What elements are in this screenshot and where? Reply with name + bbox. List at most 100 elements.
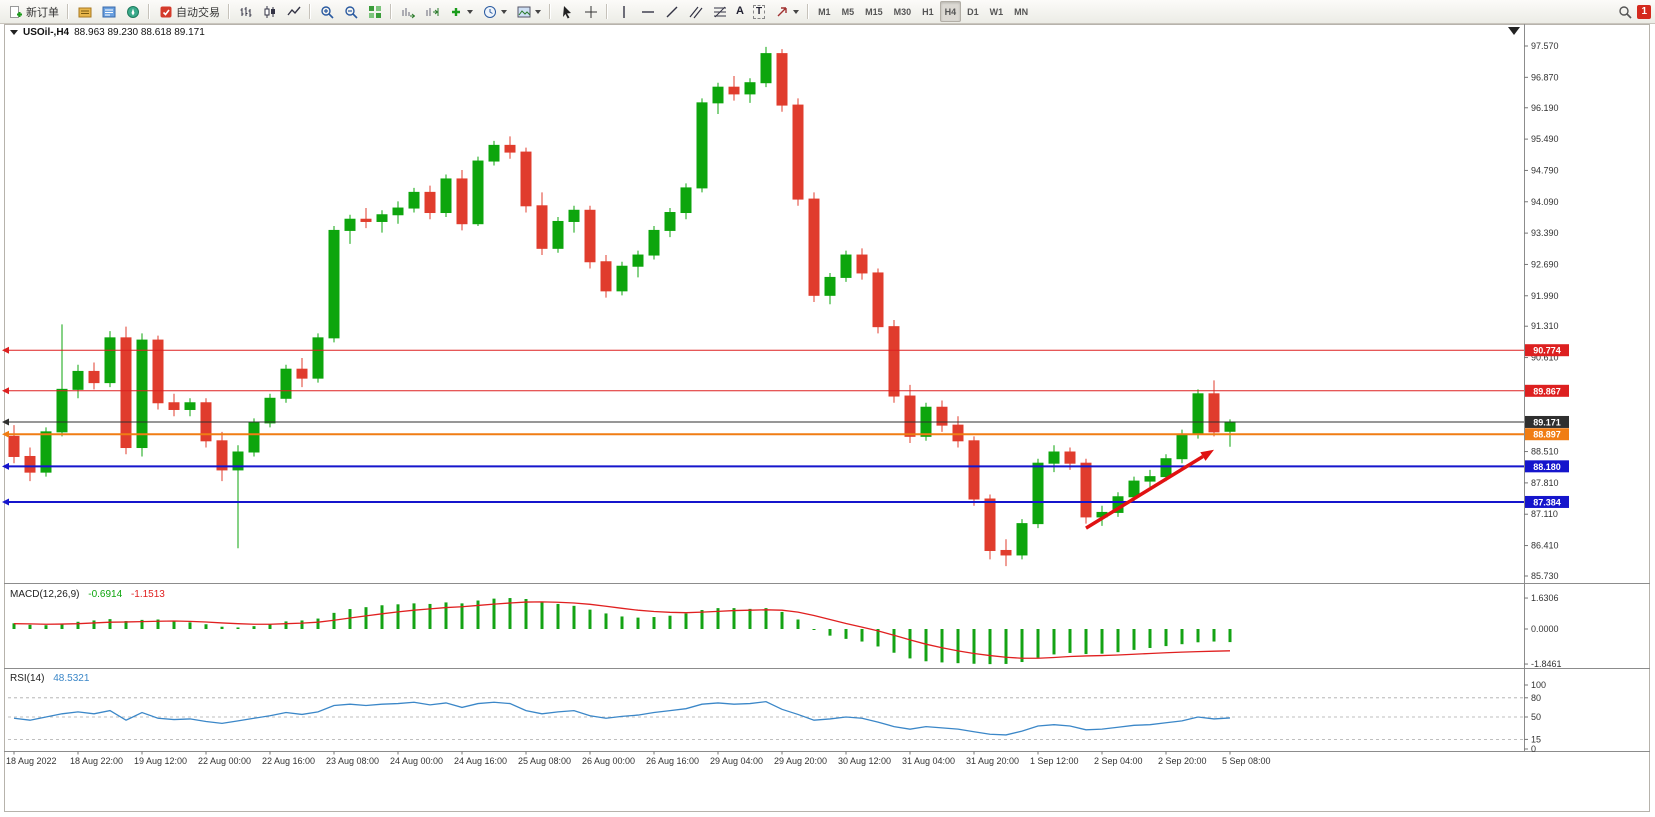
chart-shift-button[interactable] (420, 1, 443, 22)
time-axis[interactable] (4, 751, 1524, 771)
svg-text:1.6306: 1.6306 (1531, 593, 1559, 603)
zoom-out-icon (343, 4, 358, 19)
timeframe-m15-button[interactable]: M15 (865, 6, 883, 17)
separator (309, 4, 311, 19)
autotrading-label: 自动交易 (176, 6, 220, 19)
svg-text:86.410: 86.410 (1531, 541, 1559, 551)
svg-text:22 Aug 16:00: 22 Aug 16:00 (262, 756, 315, 766)
chart-bars-button[interactable] (234, 1, 257, 22)
svg-text:96.870: 96.870 (1531, 72, 1559, 82)
autotrading-button[interactable]: 自动交易 (154, 1, 224, 22)
channel-tool-button[interactable] (684, 1, 707, 22)
templates-icon (516, 4, 531, 19)
fibonacci-icon (712, 4, 727, 19)
separator (606, 4, 608, 19)
svg-text:24 Aug 00:00: 24 Aug 00:00 (390, 756, 443, 766)
periods-button[interactable] (478, 1, 511, 22)
timeframe-w1-button[interactable]: W1 (989, 6, 1004, 17)
timeframe-d1-button[interactable]: D1 (967, 6, 979, 17)
macd-main-value: -0.6914 (88, 589, 123, 600)
fibonacci-tool-button[interactable] (708, 1, 731, 22)
chart-ohlc-values: 88.963 89.230 88.618 89.171 (74, 27, 205, 38)
svg-text:80: 80 (1531, 693, 1541, 703)
vertical-line-tool-button[interactable] (612, 1, 635, 22)
search-button[interactable] (1613, 1, 1636, 22)
svg-text:22 Aug 00:00: 22 Aug 00:00 (198, 756, 251, 766)
label-tool-button[interactable]: T (749, 1, 769, 22)
data-window-icon (101, 4, 116, 19)
svg-text:2 Sep 20:00: 2 Sep 20:00 (1158, 756, 1207, 766)
new-order-icon (8, 4, 23, 19)
svg-text:23 Aug 08:00: 23 Aug 08:00 (326, 756, 379, 766)
templates-button[interactable] (512, 1, 545, 22)
trend-arrow[interactable] (1085, 449, 1214, 530)
zoom-out-button[interactable] (339, 1, 362, 22)
navigator-button[interactable] (121, 1, 144, 22)
caret-down-icon (535, 9, 541, 14)
separator (807, 4, 810, 19)
search-icon (1617, 4, 1632, 19)
svg-text:87.810: 87.810 (1531, 478, 1559, 488)
svg-text:89.171: 89.171 (1533, 417, 1561, 427)
indicators-button[interactable] (444, 1, 477, 22)
arrows-tool-button[interactable] (770, 1, 803, 22)
svg-text:91.310: 91.310 (1531, 321, 1559, 331)
timeframe-m5-button[interactable]: M5 (841, 6, 855, 17)
tile-windows-button[interactable] (363, 1, 386, 22)
chart-shift-marker-icon[interactable] (1508, 27, 1520, 35)
svg-text:94.790: 94.790 (1531, 165, 1559, 175)
svg-text:100: 100 (1531, 680, 1546, 690)
macd-panel (12, 598, 1232, 665)
timeframe-m30-button[interactable]: M30 (893, 6, 912, 17)
chart-candles-icon (262, 4, 277, 19)
svg-text:18 Aug 22:00: 18 Aug 22:00 (70, 756, 123, 766)
text-tool-button[interactable]: A (732, 1, 748, 22)
svg-text:94.090: 94.090 (1531, 197, 1559, 207)
zoom-in-button[interactable] (315, 1, 338, 22)
timeframe-h1-button[interactable]: H1 (922, 6, 934, 17)
svg-text:92.690: 92.690 (1531, 259, 1559, 269)
price-axis-ticks: 97.570 96.870 96.190 95.490 94.790 94.090 93.3… (1524, 41, 1559, 581)
market-watch-icon (77, 4, 92, 19)
macd-indicator-label: MACD(12,26,9) -0.6914 -1.1513 (10, 589, 165, 600)
horizontal-line-tool-button[interactable] (636, 1, 659, 22)
separator (67, 4, 69, 19)
trendline-tool-button[interactable] (660, 1, 683, 22)
clock-icon (482, 4, 497, 19)
market-watch-button[interactable] (73, 1, 96, 22)
cursor-button[interactable] (555, 1, 578, 22)
tile-windows-icon (367, 4, 382, 19)
timeframe-mn-button[interactable]: MN (1014, 6, 1029, 17)
separator (228, 4, 230, 19)
new-order-label: 新订单 (26, 6, 59, 19)
timeframe-h4-button[interactable]: H4 (939, 1, 962, 22)
auto-scroll-icon (400, 4, 415, 19)
auto-scroll-button[interactable] (396, 1, 419, 22)
autotrading-icon (158, 4, 173, 19)
data-window-button[interactable] (97, 1, 120, 22)
timeframe-m1-button[interactable]: M1 (818, 6, 831, 17)
chart-line-button[interactable] (282, 1, 305, 22)
crosshair-button[interactable] (579, 1, 602, 22)
caret-down-icon (467, 9, 473, 14)
chart-candles-button[interactable] (258, 1, 281, 22)
rsi-indicator-label: RSI(14) 48.5321 (10, 673, 89, 684)
collapse-icon[interactable] (10, 30, 18, 35)
price-axis[interactable] (1524, 24, 1652, 751)
price-line-badges: 90.774 89.867 89.171 88.897 88.180 87.384 (1525, 344, 1569, 508)
macd-signal-value: -1.1513 (130, 589, 165, 600)
text-tool-icon: A (736, 5, 744, 17)
svg-text:31 Aug 20:00: 31 Aug 20:00 (966, 756, 1019, 766)
horizontal-line-icon (640, 4, 655, 19)
svg-text:88.180: 88.180 (1533, 462, 1561, 472)
caret-down-icon (501, 9, 507, 14)
svg-text:1 Sep 12:00: 1 Sep 12:00 (1030, 756, 1079, 766)
svg-text:88.510: 88.510 (1531, 447, 1559, 457)
new-order-button[interactable]: 新订单 (4, 1, 63, 22)
horizontal-lines-layer[interactable] (2, 346, 1524, 506)
svg-text:19 Aug 12:00: 19 Aug 12:00 (134, 756, 187, 766)
rsi-name: RSI(14) (10, 673, 45, 684)
time-axis-labels: 18 Aug 2022 18 Aug 22:00 19 Aug 12:00 22 Au… (6, 751, 1271, 766)
notification-badge[interactable]: 1 (1637, 4, 1651, 19)
